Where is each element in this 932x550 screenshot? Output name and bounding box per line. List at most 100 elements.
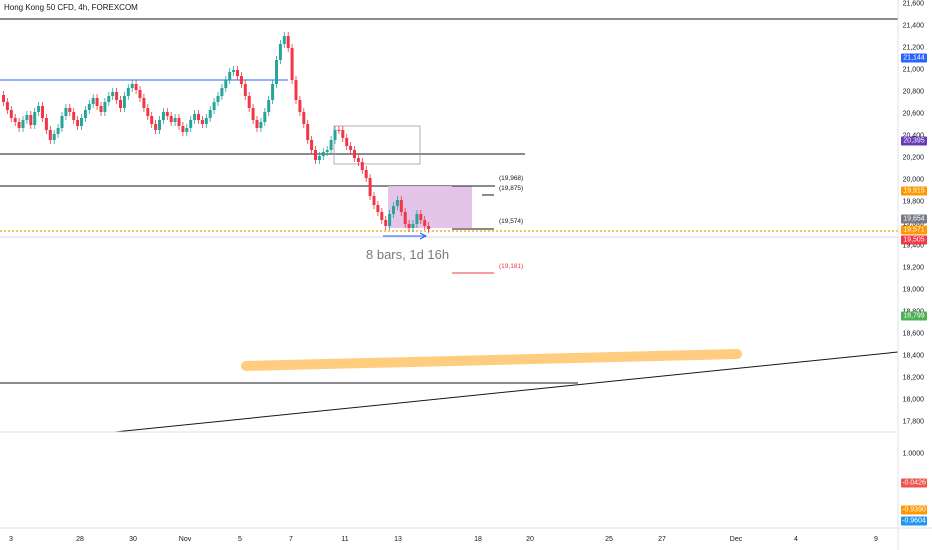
range-rectangle[interactable]	[333, 125, 421, 165]
candle-body	[83, 110, 87, 118]
candle-body	[415, 214, 419, 224]
candle-body	[173, 118, 177, 122]
candle-body	[158, 120, 161, 130]
candle-body	[372, 196, 376, 205]
candle-body	[76, 120, 80, 126]
candle-body	[107, 96, 111, 102]
price-axis-label: 20,200	[902, 154, 924, 162]
candle-body	[271, 84, 275, 100]
candle-body	[263, 112, 267, 122]
price-tag: -0.9604	[901, 516, 927, 526]
level-label-19574: (19,574)	[499, 218, 524, 225]
candle-body	[169, 116, 173, 122]
candle-body	[56, 128, 60, 134]
candle-body	[360, 162, 364, 170]
candle-body	[310, 140, 314, 150]
candle-body	[243, 84, 247, 96]
candle-body	[356, 158, 360, 162]
price-tag: 21,144	[901, 53, 927, 63]
candle-body	[341, 130, 345, 138]
candle-body	[193, 114, 197, 120]
candle-body	[146, 108, 150, 116]
candle-body	[224, 80, 228, 88]
time-axis-label: 20	[526, 536, 534, 543]
price-axis-label: 21,600	[902, 0, 924, 8]
candle-body	[329, 140, 333, 150]
time-axis-label: 3	[9, 536, 13, 543]
candle-body	[337, 130, 341, 131]
time-axis-label: 5	[238, 536, 242, 543]
price-axis-label: 18,200	[902, 374, 924, 382]
highlight-stroke[interactable]	[241, 349, 742, 371]
candle-body	[95, 98, 99, 106]
price-axis-label: 20,400	[884, 133, 924, 140]
candle-body	[68, 108, 72, 112]
candle-body	[395, 200, 399, 206]
price-axis-label: 19,400	[902, 242, 924, 250]
price-tag: -0.9390	[901, 505, 927, 515]
candle-body	[419, 214, 423, 220]
candle-body	[247, 96, 251, 108]
candle-body	[52, 134, 56, 140]
candle-body	[37, 106, 41, 112]
time-axis-label: 18	[474, 536, 482, 543]
candle-body	[119, 100, 122, 108]
candle-body	[407, 224, 411, 228]
level-label-19875: (19,875)	[499, 185, 524, 192]
time-axis-label: 27	[658, 536, 666, 543]
candle-body	[122, 96, 126, 108]
candles-group	[2, 32, 431, 233]
candle-body	[239, 76, 243, 84]
candle-body	[298, 100, 302, 112]
price-tag: 19,915	[901, 186, 927, 196]
candle-body	[411, 224, 415, 228]
candle-body	[126, 88, 130, 96]
candle-body	[111, 92, 115, 96]
price-axis-label: 18,400	[902, 352, 924, 360]
measure-label: 8 bars, 1d 16h	[366, 247, 450, 262]
candle-body	[41, 106, 44, 118]
price-axis-label: 20,000	[902, 176, 924, 184]
candle-body	[17, 122, 21, 128]
price-axis-label: 21,000	[902, 66, 924, 74]
candle-body	[204, 118, 208, 124]
time-axis-label: 25	[605, 536, 613, 543]
price-axis-label: 18,000	[902, 396, 924, 404]
candle-body	[13, 118, 17, 122]
level-label-19181: (19,181)	[499, 263, 524, 270]
candle-body	[388, 214, 392, 226]
candle-body	[9, 110, 13, 118]
candle-body	[368, 178, 372, 196]
price-axis-label: 17,800	[902, 418, 924, 426]
price-axis-label: 19,000	[902, 286, 924, 294]
candle-body	[165, 112, 169, 116]
candle-body	[282, 36, 286, 44]
candle-body	[138, 90, 142, 98]
candle-body	[5, 102, 9, 110]
candle-body	[403, 212, 407, 224]
candle-body	[267, 100, 271, 112]
candle-body	[275, 60, 278, 84]
candle-body	[306, 124, 310, 140]
arrow-head-icon	[419, 232, 428, 240]
candle-body	[44, 118, 48, 130]
price-tag: 20,395	[901, 136, 927, 146]
trend-line[interactable]	[114, 351, 899, 433]
price-axis-label: 20,600	[902, 110, 924, 118]
price-tag: 18,799	[901, 311, 927, 321]
candle-body	[321, 152, 325, 156]
price-tag: 19,505	[901, 235, 927, 245]
price-axis-label: 19,200	[902, 264, 924, 272]
candle-body	[278, 44, 282, 60]
candle-body	[302, 112, 306, 124]
price-axis-label: 18,600	[902, 330, 924, 338]
time-axis-label: Dec	[729, 536, 743, 543]
candle-body	[325, 150, 329, 152]
candle-body	[142, 98, 146, 108]
candle-body	[21, 120, 25, 128]
price-axis-label: 19,800	[902, 198, 924, 206]
candle-body	[130, 84, 134, 88]
time-axis-label: 11	[341, 536, 349, 543]
candle-body	[87, 104, 91, 110]
